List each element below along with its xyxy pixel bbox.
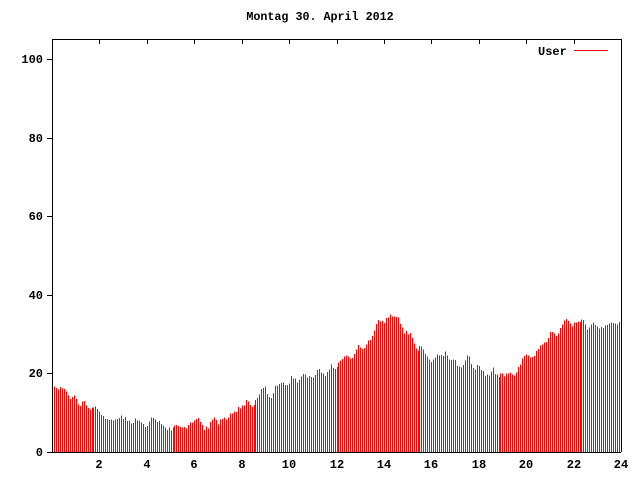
svg-text:8: 8 bbox=[238, 458, 245, 472]
svg-text:40: 40 bbox=[29, 289, 43, 303]
svg-text:18: 18 bbox=[472, 458, 486, 472]
svg-text:4: 4 bbox=[143, 458, 150, 472]
svg-text:10: 10 bbox=[282, 458, 296, 472]
svg-text:20: 20 bbox=[29, 367, 43, 381]
svg-text:0: 0 bbox=[36, 446, 43, 460]
svg-text:16: 16 bbox=[424, 458, 438, 472]
svg-text:6: 6 bbox=[190, 458, 197, 472]
svg-text:60: 60 bbox=[29, 210, 43, 224]
svg-text:User: User bbox=[538, 45, 567, 59]
svg-text:80: 80 bbox=[29, 132, 43, 146]
svg-text:14: 14 bbox=[377, 458, 391, 472]
svg-text:2: 2 bbox=[95, 458, 102, 472]
svg-text:22: 22 bbox=[567, 458, 581, 472]
svg-text:20: 20 bbox=[519, 458, 533, 472]
svg-text:Montag 30. April 2012: Montag 30. April 2012 bbox=[246, 10, 393, 24]
svg-text:24: 24 bbox=[614, 458, 628, 472]
svg-text:12: 12 bbox=[330, 458, 344, 472]
svg-text:100: 100 bbox=[21, 53, 43, 67]
